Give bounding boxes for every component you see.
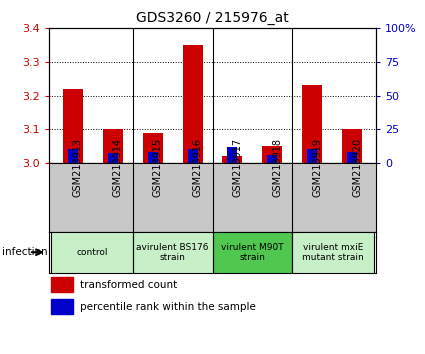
Text: GSM213919: GSM213919 — [312, 138, 322, 198]
Bar — [227, 147, 238, 163]
Bar — [267, 155, 278, 163]
Text: virulent mxiE
mutant strain: virulent mxiE mutant strain — [302, 242, 364, 262]
Text: GSM213915: GSM213915 — [153, 138, 163, 198]
Bar — [51, 299, 74, 314]
Bar — [147, 152, 158, 163]
Text: GSM213918: GSM213918 — [272, 138, 282, 198]
Text: virulent M90T
strain: virulent M90T strain — [221, 242, 284, 262]
Bar — [302, 85, 322, 163]
Bar — [108, 153, 118, 163]
Bar — [51, 232, 133, 273]
Text: GSM213920: GSM213920 — [352, 138, 362, 198]
Text: infection: infection — [2, 247, 48, 257]
Text: avirulent BS176
strain: avirulent BS176 strain — [136, 242, 209, 262]
Bar — [292, 232, 374, 273]
Bar — [68, 149, 78, 163]
Bar — [212, 232, 292, 273]
Text: GSM213916: GSM213916 — [193, 138, 203, 198]
Text: GSM213913: GSM213913 — [73, 138, 83, 198]
Title: GDS3260 / 215976_at: GDS3260 / 215976_at — [136, 11, 289, 24]
Bar — [222, 156, 242, 163]
Bar — [262, 146, 282, 163]
Bar — [347, 152, 357, 163]
Bar — [307, 149, 317, 163]
Bar — [187, 149, 198, 163]
Text: transformed count: transformed count — [80, 280, 178, 290]
Text: control: control — [76, 248, 108, 257]
Bar — [133, 232, 212, 273]
Bar — [342, 129, 362, 163]
Bar — [103, 129, 123, 163]
Text: GSM213914: GSM213914 — [113, 138, 123, 198]
Text: GSM213917: GSM213917 — [232, 138, 242, 198]
Bar — [183, 45, 203, 163]
Bar — [143, 132, 163, 163]
Text: percentile rank within the sample: percentile rank within the sample — [80, 302, 256, 312]
Bar — [51, 277, 74, 292]
Bar — [63, 89, 83, 163]
